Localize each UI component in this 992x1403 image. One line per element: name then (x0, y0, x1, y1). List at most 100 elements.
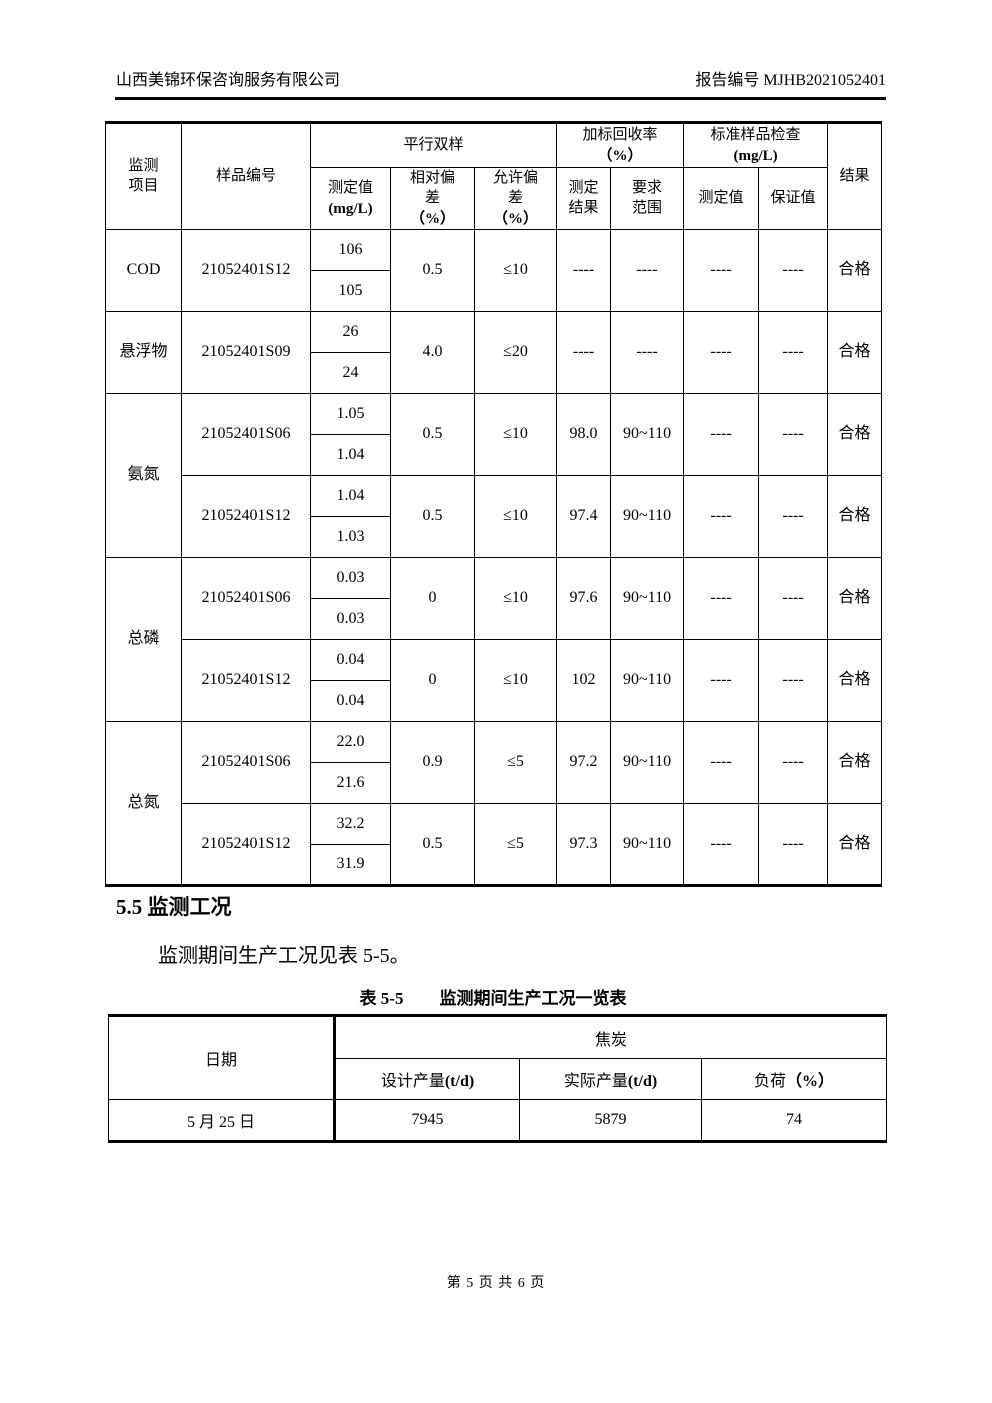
table-caption-title: 监测期间生产工况一览表 (439, 989, 627, 1008)
std-guaranteed-cell: ---- (758, 803, 829, 886)
spike-recovery-unit: （%） (597, 147, 643, 164)
value-cell: 105 (310, 270, 391, 312)
col-header-spike-result: 测定结果 (556, 167, 612, 230)
actual-output-unit: (t/d) (627, 1073, 658, 1090)
col-header-product: 焦炭 (333, 1015, 888, 1059)
std-measured-cell: ---- (683, 721, 760, 804)
recovery-cell: 97.4 (556, 475, 612, 558)
table-caption: 表 5-5 监测期间生产工况一览表 (105, 984, 881, 1009)
col-header-std-guaranteed: 保证值 (758, 167, 829, 230)
allow-dev-cell: ≤10 (473, 475, 558, 558)
col-header-item: 监测项目 (105, 122, 182, 230)
col-header-standard-sample: 标准样品检查 (mg/L) (683, 122, 829, 168)
table-row: 21052401S12 32.2 0.5 ≤5 97.3 90~110 ----… (106, 803, 883, 886)
spike-recovery-label: 加标回收率 (582, 127, 658, 144)
allow-dev-cell: ≤10 (473, 639, 558, 722)
allow-dev-cell: ≤5 (473, 803, 558, 886)
actual-output-cell: 5879 (519, 1099, 702, 1142)
allowed-deviation-unit: （%） (493, 210, 539, 227)
range-cell: ---- (610, 311, 685, 394)
table-row: 悬浮物 21052401S09 26 4.0 ≤20 ---- ---- ---… (105, 311, 883, 394)
allow-dev-cell: ≤10 (473, 557, 558, 640)
range-cell: 90~110 (610, 803, 685, 886)
load-unit: （%） (786, 1073, 835, 1090)
result-cell: 合格 (827, 311, 883, 394)
std-guaranteed-cell: ---- (758, 557, 829, 640)
page-number-footer: 第 5 页 共 6 页 (446, 1276, 546, 1291)
design-output-unit: (t/d) (444, 1073, 475, 1090)
table-row: 31.9 (106, 844, 882, 886)
std-guaranteed-cell: ---- (758, 721, 829, 804)
relative-deviation-unit: （%） (409, 210, 455, 227)
rel-dev-cell: 4.0 (390, 311, 475, 394)
rel-dev-cell: 0.5 (390, 475, 475, 558)
value-cell: 0.04 (310, 639, 391, 681)
measured-value-unit: (mg/L) (328, 200, 373, 217)
allow-dev-cell: ≤20 (473, 311, 558, 394)
std-guaranteed-cell: ---- (758, 639, 829, 722)
col-header-sample: 样品编号 (181, 122, 311, 230)
result-cell: 合格 (827, 475, 883, 558)
table-row: 总氮 21052401S06 22.0 0.9 ≤5 97.2 90~110 -… (105, 721, 883, 886)
recovery-cell: ---- (556, 311, 612, 394)
value-cell: 0.03 (310, 557, 391, 599)
col-header-parallel: 平行双样 (309, 122, 558, 168)
table-row: 21052401S12 0.04 0 ≤10 102 90~110 ---- -… (106, 639, 883, 722)
item-cell: COD (105, 229, 182, 312)
design-output-cell: 7945 (334, 1099, 520, 1142)
company-name: 山西美锦环保咨询服务有限公司 (116, 72, 341, 89)
table-row: 氨氮 21052401S06 1.05 0.5 ≤10 98.0 90~110 … (105, 393, 883, 558)
std-measured-cell: ---- (683, 311, 760, 394)
header-divider-rule (115, 97, 886, 100)
std-measured-cell: ---- (683, 639, 760, 722)
range-cell: 90~110 (610, 721, 685, 804)
range-cell: 90~110 (610, 639, 685, 722)
table-row: 21.6 (106, 762, 882, 804)
measured-value-label: 测定值 (327, 180, 373, 197)
range-cell: 90~110 (610, 393, 685, 476)
allow-dev-cell: ≤5 (473, 721, 558, 804)
standard-sample-unit: (mg/L) (733, 147, 778, 164)
qa-qc-table: 监测项目 样品编号 平行双样 加标回收率 （%） 标准样品检查 (mg/L) 结… (105, 121, 883, 887)
recovery-cell: 97.3 (556, 803, 612, 886)
value-cell: 32.2 (310, 803, 391, 845)
value-cell: 1.04 (310, 434, 391, 476)
table-row: 5 月 25 日 7945 5879 74 (108, 1099, 888, 1142)
value-cell: 0.03 (310, 598, 391, 640)
sample-cell: 21052401S12 (181, 639, 311, 722)
col-header-spike-recovery: 加标回收率 （%） (556, 122, 685, 168)
sample-cell: 21052401S09 (181, 311, 311, 394)
load-cell: 74 (700, 1099, 888, 1142)
value-cell: 21.6 (310, 762, 391, 804)
result-cell: 合格 (827, 639, 883, 722)
table-row: 设计产量(t/d) 实际产量(t/d) 负荷（%） (109, 1058, 888, 1100)
col-header-design-output: 设计产量(t/d) (334, 1058, 520, 1100)
item-cell: 总磷 (105, 557, 182, 722)
col-header-measured-value: 测定值 (mg/L) (310, 167, 391, 230)
rel-dev-cell: 0 (390, 557, 475, 640)
col-header-date: 日期 (108, 1015, 336, 1100)
col-header-result: 结果 (827, 122, 883, 230)
rel-dev-cell: 0.9 (390, 721, 475, 804)
sample-cell: 21052401S12 (181, 475, 311, 558)
rel-dev-cell: 0.5 (390, 229, 475, 312)
rel-dev-cell: 0.5 (390, 393, 475, 476)
item-cell: 总氮 (105, 721, 182, 886)
col-header-allowed-deviation: 允许偏差 （%） (473, 167, 558, 230)
result-cell: 合格 (827, 721, 883, 804)
table-row: 24 (106, 352, 882, 394)
sample-cell: 21052401S06 (181, 393, 311, 476)
sample-cell: 21052401S12 (181, 803, 311, 886)
std-measured-cell: ---- (683, 557, 760, 640)
section-paragraph: 监测期间生产工况见表 5-5。 (158, 945, 410, 967)
item-cell: 悬浮物 (105, 311, 182, 394)
recovery-cell: ---- (556, 229, 612, 312)
item-cell: 氨氮 (105, 393, 182, 558)
result-cell: 合格 (827, 557, 883, 640)
table-row: 总磷 21052401S06 0.03 0 ≤10 97.6 90~110 --… (105, 557, 883, 722)
value-cell: 1.03 (310, 516, 391, 558)
col-header-actual-output: 实际产量(t/d) (519, 1058, 702, 1100)
actual-output-label: 实际产量 (563, 1073, 628, 1090)
std-measured-cell: ---- (683, 475, 760, 558)
